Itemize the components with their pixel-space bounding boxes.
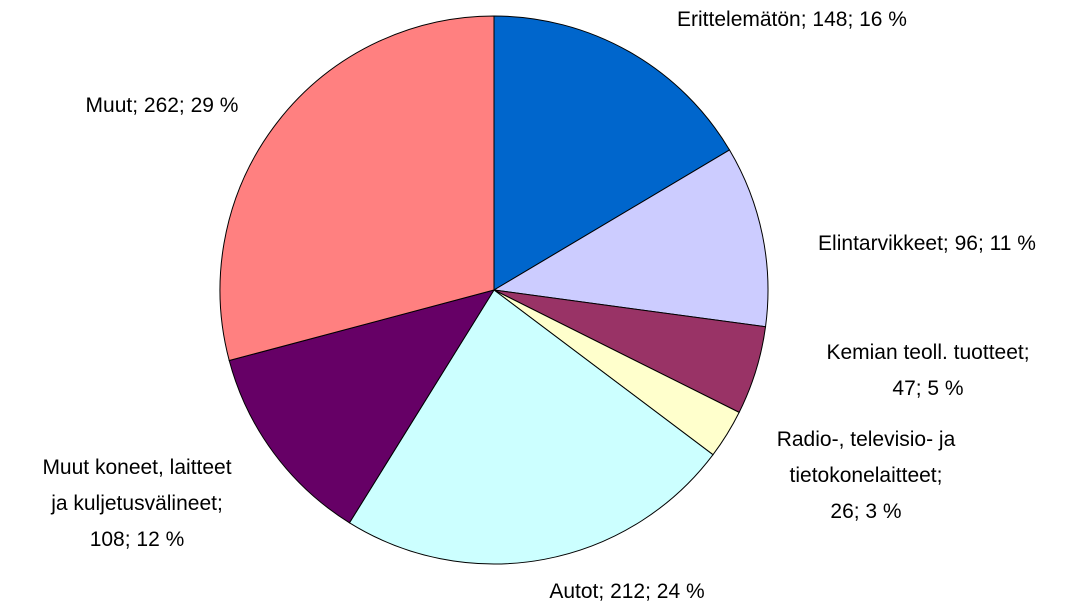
pie-slice: [228, 289, 496, 524]
data-label-line: ja kuljetusvälineet;: [50, 492, 223, 515]
data-label-line: 26; 3 %: [830, 500, 901, 523]
data-label-line: Radio-, televisio- ja: [777, 428, 956, 451]
data-label: Kemian teoll. tuotteet; 47; 5 %: [826, 341, 1029, 400]
data-label: Muut; 262; 29 %: [86, 94, 239, 117]
pie-slice: [493, 15, 731, 291]
pie-slice: [348, 289, 714, 565]
data-label-line: Kemian teoll. tuotteet;: [826, 341, 1029, 364]
data-label-line: 47; 5 %: [892, 377, 963, 400]
data-label-line: Autot; 212; 24 %: [549, 580, 704, 603]
data-label: Autot; 212; 24 %: [549, 580, 704, 603]
data-label: Erittelemätön; 148; 16 %: [677, 8, 907, 31]
data-label-line: tietokonelaitteet;: [790, 464, 943, 487]
data-label-line: Elintarvikkeet; 96; 11 %: [818, 232, 1036, 255]
data-label-line: Muut; 262; 29 %: [86, 94, 239, 117]
data-label-line: 108; 12 %: [90, 528, 185, 551]
data-label-line: Muut koneet, laitteet: [42, 456, 231, 479]
pie-slice: [219, 15, 495, 362]
data-label: Muut koneet, laitteet ja kuljetusvälineet…: [42, 456, 231, 551]
data-label: Radio-, televisio- ja tietokonelaitteet; 2…: [777, 428, 956, 523]
pie-slice: [492, 149, 769, 328]
data-label-line: Erittelemätön; 148; 16 %: [677, 8, 907, 31]
data-label: Elintarvikkeet; 96; 11 %: [818, 232, 1036, 255]
